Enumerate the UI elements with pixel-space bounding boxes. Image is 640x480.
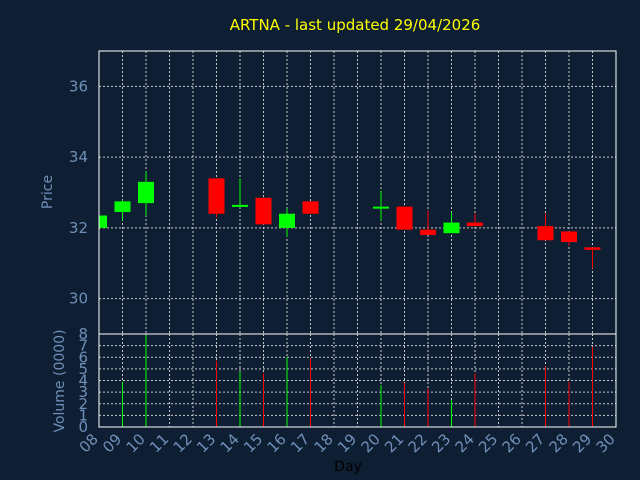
volume-y-tick-label: 6 bbox=[78, 348, 88, 366]
candle-body bbox=[208, 178, 225, 214]
price-y-tick-labels: 30 32 34 36 bbox=[69, 77, 88, 307]
price-y-tick-label: 30 bbox=[69, 290, 88, 308]
candle-body bbox=[561, 231, 577, 243]
candle-body bbox=[138, 181, 154, 204]
candle-body bbox=[302, 201, 319, 214]
candle-body bbox=[396, 206, 413, 230]
candle-body bbox=[99, 215, 107, 228]
price-y-tick-label: 34 bbox=[69, 148, 88, 166]
price-panel-candles bbox=[98, 171, 601, 269]
candle-body bbox=[584, 247, 601, 250]
price-y-tick-label: 36 bbox=[69, 77, 88, 95]
candle-body bbox=[467, 222, 483, 227]
price-axis-label: Price bbox=[40, 175, 56, 209]
candle-body bbox=[373, 206, 389, 209]
volume-y-tick-label: 0 bbox=[78, 418, 88, 436]
volume-y-tick-label: 1 bbox=[78, 406, 88, 424]
volume-y-tick-label: 2 bbox=[78, 395, 88, 413]
chart-title: ARTNA - last updated 29/04/2026 bbox=[230, 16, 481, 34]
candle-body bbox=[420, 229, 436, 235]
volume-y-tick-label: 5 bbox=[78, 360, 88, 378]
volume-panel-bars bbox=[98, 335, 593, 427]
x-axis-label: Day bbox=[334, 459, 362, 475]
candle-body bbox=[279, 213, 295, 228]
price-y-tick-label: 32 bbox=[69, 219, 88, 237]
volume-axis-label: Volume (0000) bbox=[52, 329, 68, 432]
volume-panel-frame bbox=[98, 333, 617, 428]
x-tick-labels: 0809101112131415161718192021222324252627… bbox=[76, 430, 619, 456]
volume-y-tick-label: 7 bbox=[78, 337, 88, 355]
volume-y-tick-label: 3 bbox=[78, 383, 88, 401]
candle-body bbox=[443, 222, 460, 234]
candle-body bbox=[232, 204, 248, 207]
volume-y-tick-label: 8 bbox=[78, 325, 88, 343]
volume-y-tick-label: 4 bbox=[78, 372, 88, 390]
candle-body bbox=[537, 226, 554, 241]
candle-body bbox=[114, 201, 131, 212]
candle-body bbox=[255, 197, 272, 225]
